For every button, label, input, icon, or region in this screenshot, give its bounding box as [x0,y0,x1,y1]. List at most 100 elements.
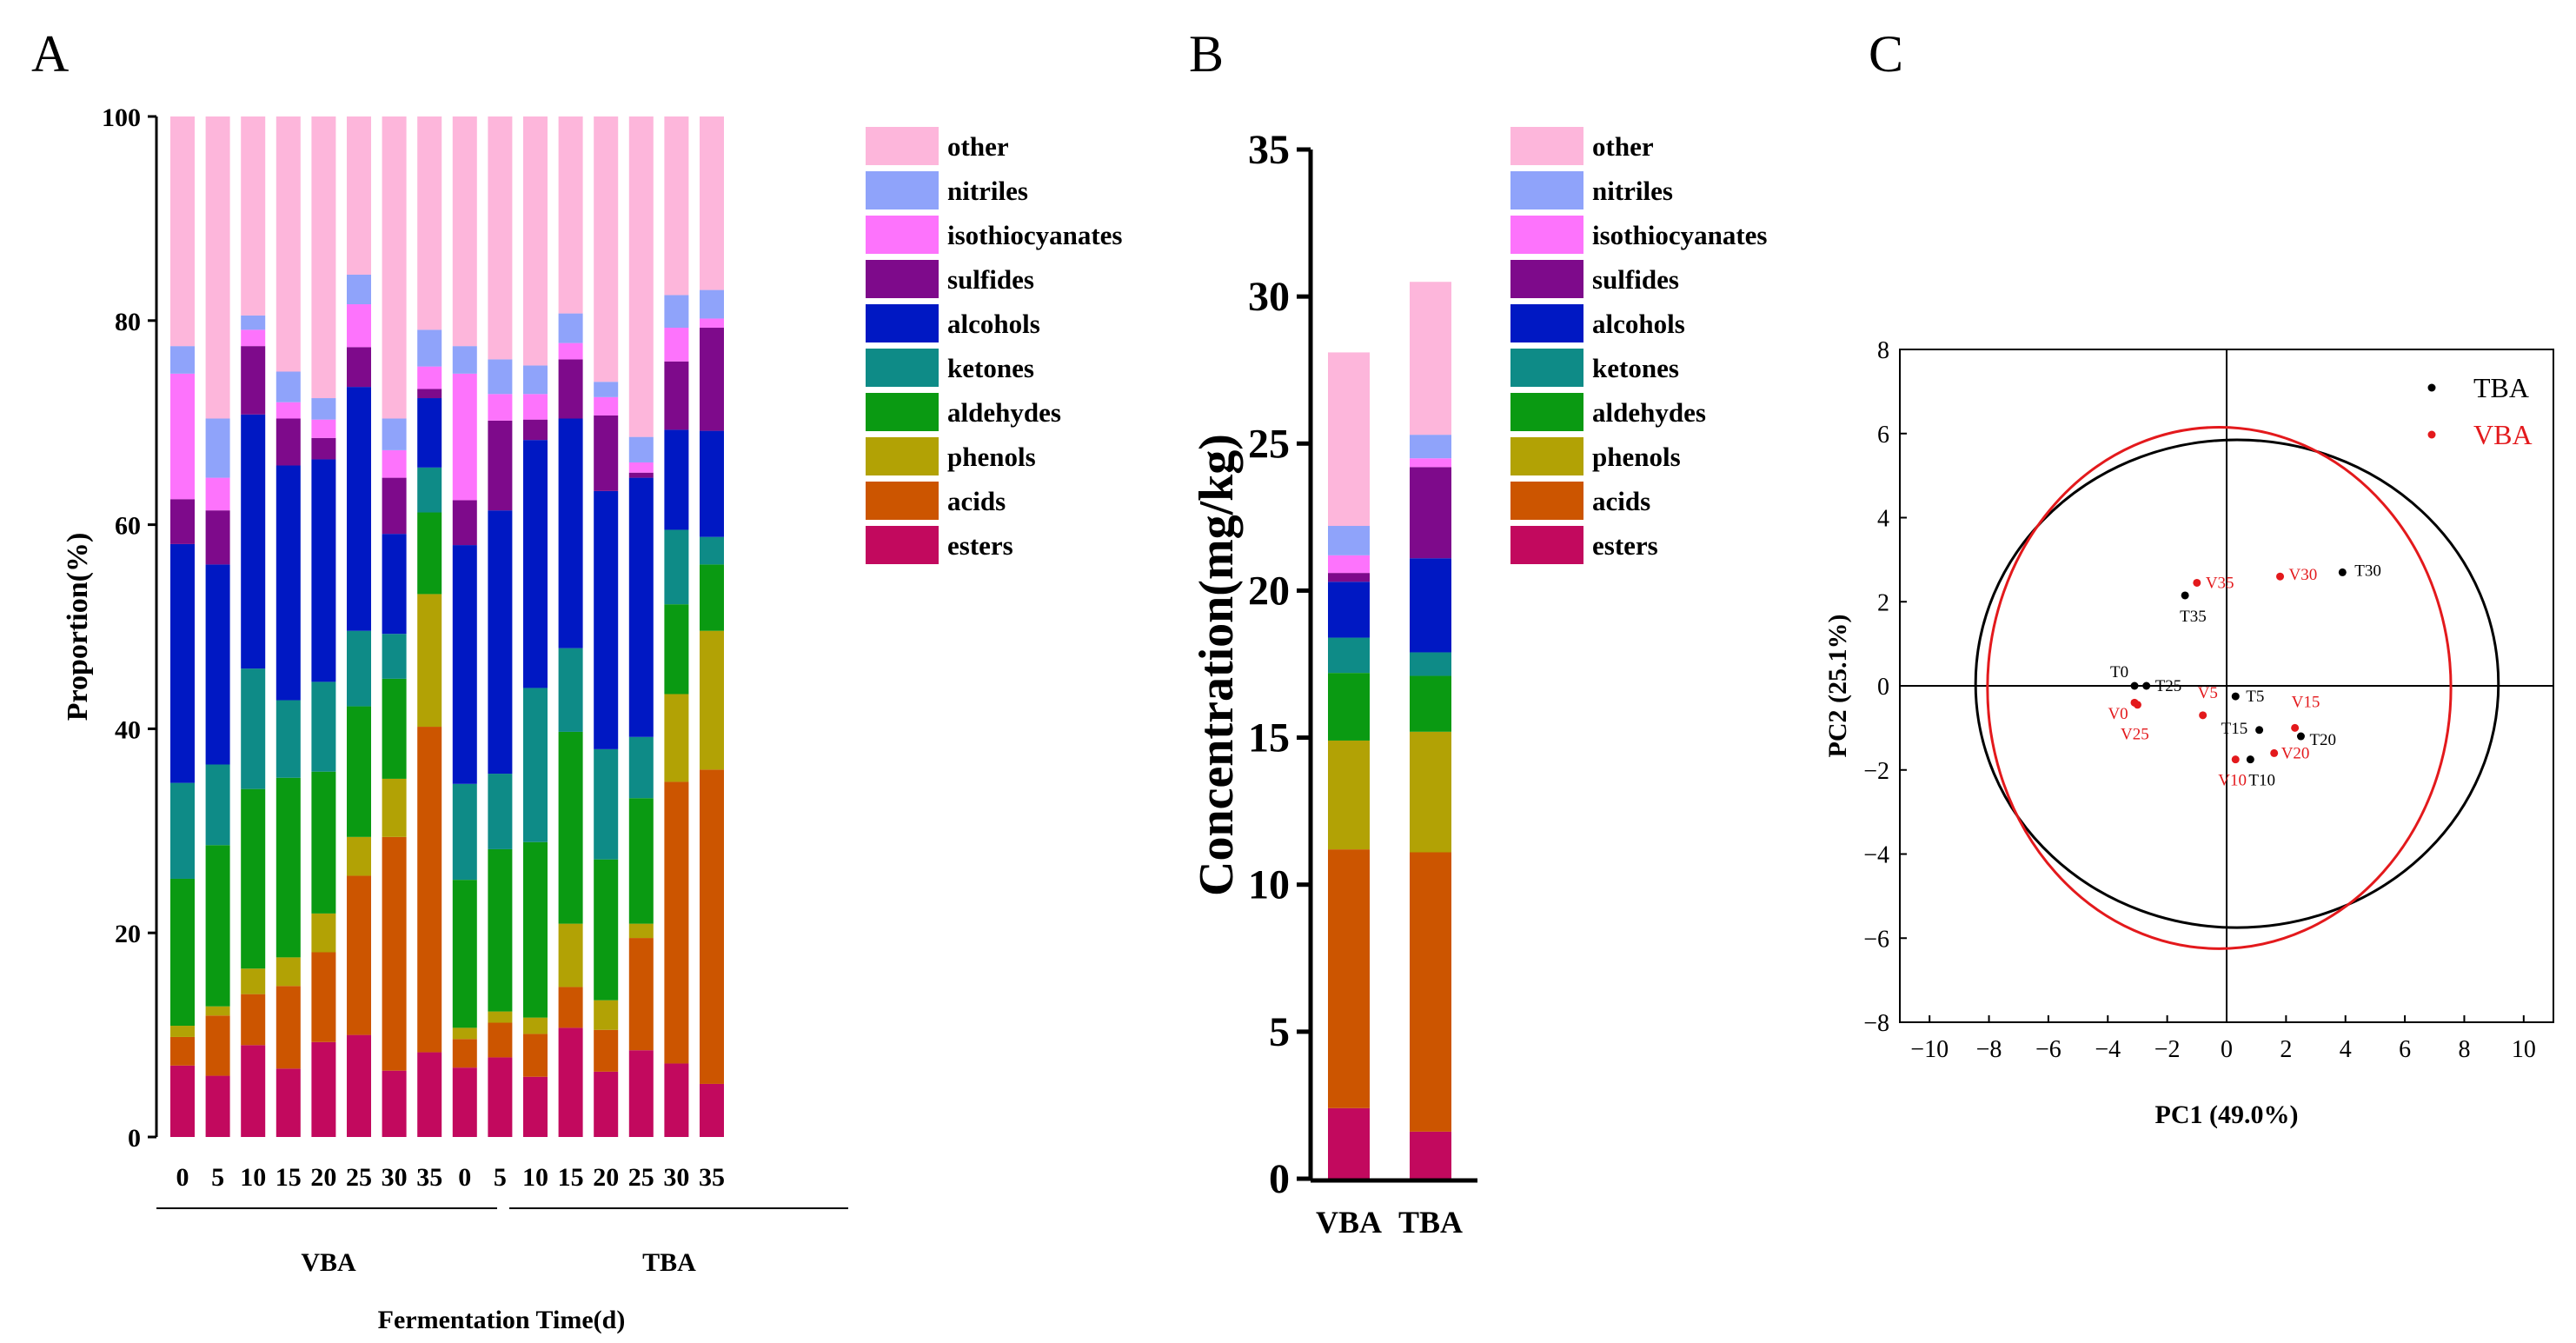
a-bar-esters-3 [276,1068,301,1137]
b-legend-label-phenols: phenols [1592,442,1681,472]
b-legend-swatch-sulfides [1510,260,1583,298]
c-xtick-label-7: 4 [2340,1036,2352,1063]
c-ellipses [1974,425,2500,950]
c-point-v20 [2270,748,2279,757]
a-bar-alcohols-8 [452,545,477,784]
b-legend-label-aldehydes: aldehydes [1592,397,1706,428]
c-point-t5 [2231,692,2240,701]
c-ytick-label-0: −8 [1863,1010,1889,1037]
a-bar-alcohols-1 [205,564,230,765]
c-legend-marker-vba [2427,430,2436,439]
a-bar-aldehydes-7 [417,512,442,595]
c-legend-label-vba: VBA [2473,419,2533,450]
a-xtick-label-6: 30 [382,1163,408,1192]
a-legend-swatch-isothiocyanates [866,216,939,254]
b-bar-aldehydes-0 [1328,673,1370,741]
a-bar-aldehydes-6 [382,678,407,779]
a-bar-acids-8 [452,1039,477,1068]
a-bar-other-14 [664,116,689,296]
c-points: T0 T5 T10 T15 T20 T25 T30 T35 V0 V5 V10 V15 V20 V25 V3… [2108,562,2380,789]
a-bar-isothiocyanates-3 [276,402,301,419]
a-bar-aldehydes-2 [241,788,266,969]
a-bar-acids-15 [700,769,724,1084]
a-bar-acids-0 [170,1036,195,1066]
b-y-axis-title: Concentration(mg/kg) [1190,434,1244,896]
a-legend-label-other: other [947,131,1009,162]
a-bar-phenols-11 [558,923,583,987]
a-bar-acids-6 [382,836,407,1071]
panel-label-b: B [1189,25,1224,83]
a-xtick-label-9: 5 [494,1163,507,1192]
b-bar-esters-1 [1410,1131,1451,1179]
b-legend-label-ketones: ketones [1592,353,1679,383]
b-bar-esters-0 [1328,1107,1370,1179]
c-xtick-label-6: 2 [2280,1036,2292,1063]
b-bar-acids-0 [1328,849,1370,1108]
a-bar-aldehydes-3 [276,777,301,958]
c-ytick-label-4: 0 [1877,674,1889,701]
a-legend-swatch-sulfides [866,260,939,298]
a-legend-swatch-nitriles [866,171,939,209]
a-bar-other-0 [170,116,195,347]
a-xtick-label-14: 30 [663,1163,689,1192]
a-xtick-label-5: 25 [346,1163,372,1192]
c-x-axis-title: PC1 (49.0%) [2155,1100,2299,1129]
a-legend-label-acids: acids [947,486,1006,516]
a-bar-ketones-15 [700,536,724,565]
a-bar-phenols-13 [628,923,654,939]
c-legend-label-tba: TBA [2473,372,2529,403]
c-point-t30 [2338,568,2347,576]
c-xtick-label-1: −8 [1976,1036,2002,1063]
b-legend-swatch-alcohols [1510,304,1583,342]
a-xtick-label-0: 0 [176,1163,189,1192]
a-bar-aldehydes-15 [700,564,724,631]
c-zero-lines [1900,349,2553,1022]
a-bar-acids-11 [558,987,583,1028]
a-group-label-vba: VBA [301,1248,356,1277]
b-bar-other-1 [1410,282,1451,435]
a-bar-esters-15 [700,1083,724,1137]
b-bar-isothiocyanates-0 [1328,555,1370,574]
c-point-v5 [2199,711,2208,720]
a-bar-esters-9 [488,1057,513,1137]
c-point-t35 [2181,591,2189,600]
c-point-label-t5: T5 [2246,688,2264,706]
a-bar-alcohols-4 [311,459,336,682]
c-point-v35 [2193,578,2201,587]
a-bar-esters-11 [558,1027,583,1137]
a-ytick-label-3: 60 [115,512,141,541]
a-bar-phenols-9 [488,1011,513,1023]
a-legend-swatch-other [866,127,939,165]
a-bar-phenols-6 [382,778,407,837]
a-bar-esters-4 [311,1041,336,1137]
a-bar-acids-13 [628,938,654,1051]
c-y-axis-title: PC2 (25.1%) [1823,615,1852,758]
b-legend-swatch-nitriles [1510,171,1583,209]
b-ytick-label-2: 10 [1248,862,1290,908]
b-bar-ketones-0 [1328,637,1370,674]
a-xtick-label-3: 15 [276,1163,302,1192]
b-bar-phenols-1 [1410,731,1451,853]
a-bar-esters-12 [594,1071,619,1137]
b-bars [1328,282,1451,1179]
c-ytick-label-6: 4 [1877,506,1889,533]
a-legend-swatch-alcohols [866,304,939,342]
a-bar-ketones-2 [241,668,266,789]
a-bar-phenols-4 [311,913,336,953]
a-bar-aldehydes-0 [170,878,195,1027]
c-xtick-label-5: 0 [2221,1036,2233,1063]
a-bar-aldehydes-9 [488,848,513,1012]
a-bar-phenols-3 [276,957,301,987]
a-bar-sulfides-5 [347,347,371,388]
a-bar-isothiocyanates-1 [205,477,230,511]
a-bar-other-9 [488,116,513,360]
a-bar-isothiocyanates-12 [594,396,619,416]
panel-b-stacked-bar-chart: 0 5 10 15 20 25 30 35 VBA TBA Concentration(mg/k… [1190,127,1768,1240]
a-bar-esters-8 [452,1067,477,1137]
a-bar-isothiocyanates-14 [664,328,689,362]
a-bar-esters-10 [523,1076,548,1137]
a-legend-swatch-aldehydes [866,393,939,431]
panel-label-c: C [1869,25,1903,83]
a-bars [170,116,724,1137]
a-bar-nitriles-8 [452,346,477,374]
